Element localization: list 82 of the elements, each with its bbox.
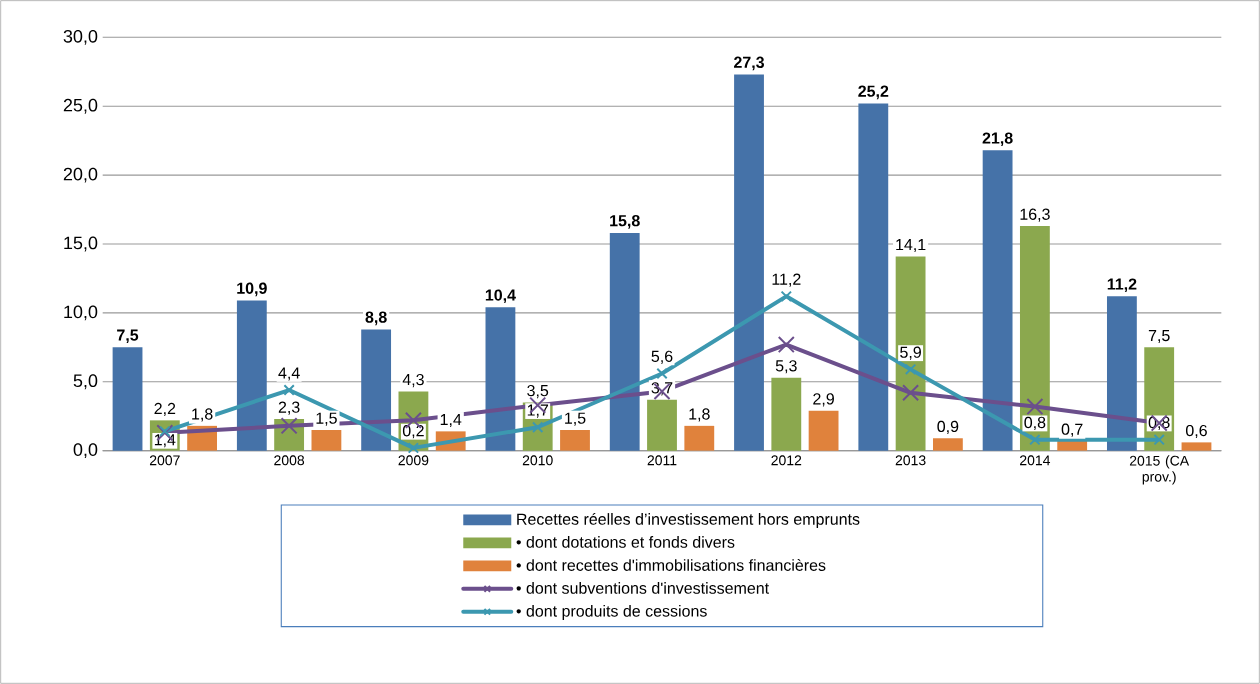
point <box>777 336 795 354</box>
bar <box>1181 442 1212 451</box>
data-label: 25,2 <box>858 85 889 100</box>
data-label: 1,8 <box>689 408 710 422</box>
data-label: 3,5 <box>527 384 549 399</box>
y-tick-label: 20,0 <box>63 167 98 183</box>
data-label: 27,3 <box>734 56 765 71</box>
data-label: 2,9 <box>813 393 834 407</box>
data-label: 1,5 <box>316 412 337 426</box>
x-tick-label: 2013 <box>895 455 926 466</box>
point <box>656 367 668 380</box>
point <box>407 442 420 454</box>
bar <box>734 74 764 451</box>
bar <box>808 410 839 451</box>
x-tick-label: 2010 <box>522 455 553 466</box>
data-label: 1,5 <box>565 412 586 426</box>
point <box>902 384 920 402</box>
data-label: 5,3 <box>775 360 797 374</box>
data-label: 0,2 <box>402 425 424 439</box>
point <box>1026 398 1044 416</box>
data-label: 10,4 <box>485 289 516 304</box>
x-tick-label: 2009 <box>398 455 429 466</box>
data-label: 7,5 <box>1148 330 1170 344</box>
bar <box>1106 296 1137 451</box>
bar <box>982 150 1013 451</box>
data-label: 4,3 <box>402 373 424 388</box>
y-tick-label: 30,0 <box>63 29 98 45</box>
data-label: 16,3 <box>1020 208 1050 222</box>
data-label: 4,4 <box>278 367 300 381</box>
bar <box>361 329 392 451</box>
data-label: 11,2 <box>772 273 801 287</box>
x-tick-label: 2015 (CA prov.) <box>1129 455 1190 485</box>
point <box>532 421 544 433</box>
bar <box>684 425 715 451</box>
data-label: 2,2 <box>154 402 176 417</box>
bar <box>609 232 640 451</box>
x-tick-label: 2014 <box>1020 455 1051 466</box>
legend-label: • dont produits de cessions <box>516 605 707 620</box>
data-label: 8,8 <box>365 311 387 326</box>
point <box>1029 433 1041 446</box>
data-label: 0,9 <box>937 420 959 434</box>
bar <box>771 377 802 451</box>
bar <box>895 256 926 451</box>
data-label: 14,1 <box>896 239 926 253</box>
bar <box>560 429 590 451</box>
bar <box>311 429 342 451</box>
y-tick-label: 15,0 <box>64 236 98 252</box>
y-tick-label: 5,0 <box>73 374 98 390</box>
point <box>1153 433 1165 446</box>
y-tick-label: 25,0 <box>63 98 98 114</box>
data-label: 5,6 <box>651 350 673 364</box>
bar <box>112 347 143 451</box>
data-label: 0,8 <box>1024 416 1046 431</box>
x-tick-label: 2011 <box>647 455 677 466</box>
legend-label: • dont subventions d'investissement <box>516 582 770 594</box>
bar <box>485 307 516 451</box>
data-label: 1,4 <box>440 414 462 428</box>
x-tick-label: 2007 <box>149 455 180 466</box>
bar <box>858 103 889 451</box>
y-tick-label: 10,0 <box>64 305 98 321</box>
data-label: 5,9 <box>900 346 921 360</box>
data-label: 2,3 <box>278 401 300 415</box>
point <box>780 290 793 303</box>
legend-label: • dont dotations et fonds divers <box>516 536 735 548</box>
data-label: 11,2 <box>1107 278 1137 293</box>
y-tick-label: 0,0 <box>73 443 98 459</box>
bar <box>932 438 963 451</box>
bar <box>236 300 267 451</box>
legend-label: Recettes réelles d’investissement hors emprunts <box>517 512 860 529</box>
data-label: 0,7 <box>1061 423 1083 437</box>
data-label: 0,6 <box>1185 424 1207 439</box>
x-tick-label: 2008 <box>274 455 305 466</box>
data-label: 7,5 <box>117 329 139 344</box>
legend-label: • dont recettes d'immobilisations financières <box>516 558 826 571</box>
bar <box>1019 226 1050 451</box>
data-label: 21,8 <box>982 132 1013 147</box>
bar <box>647 399 677 451</box>
x-tick-label: 2012 <box>771 455 802 466</box>
data-label: 10,9 <box>237 282 267 297</box>
data-label: 1,8 <box>192 408 213 422</box>
point <box>283 384 295 396</box>
data-label: 15,8 <box>610 215 640 229</box>
